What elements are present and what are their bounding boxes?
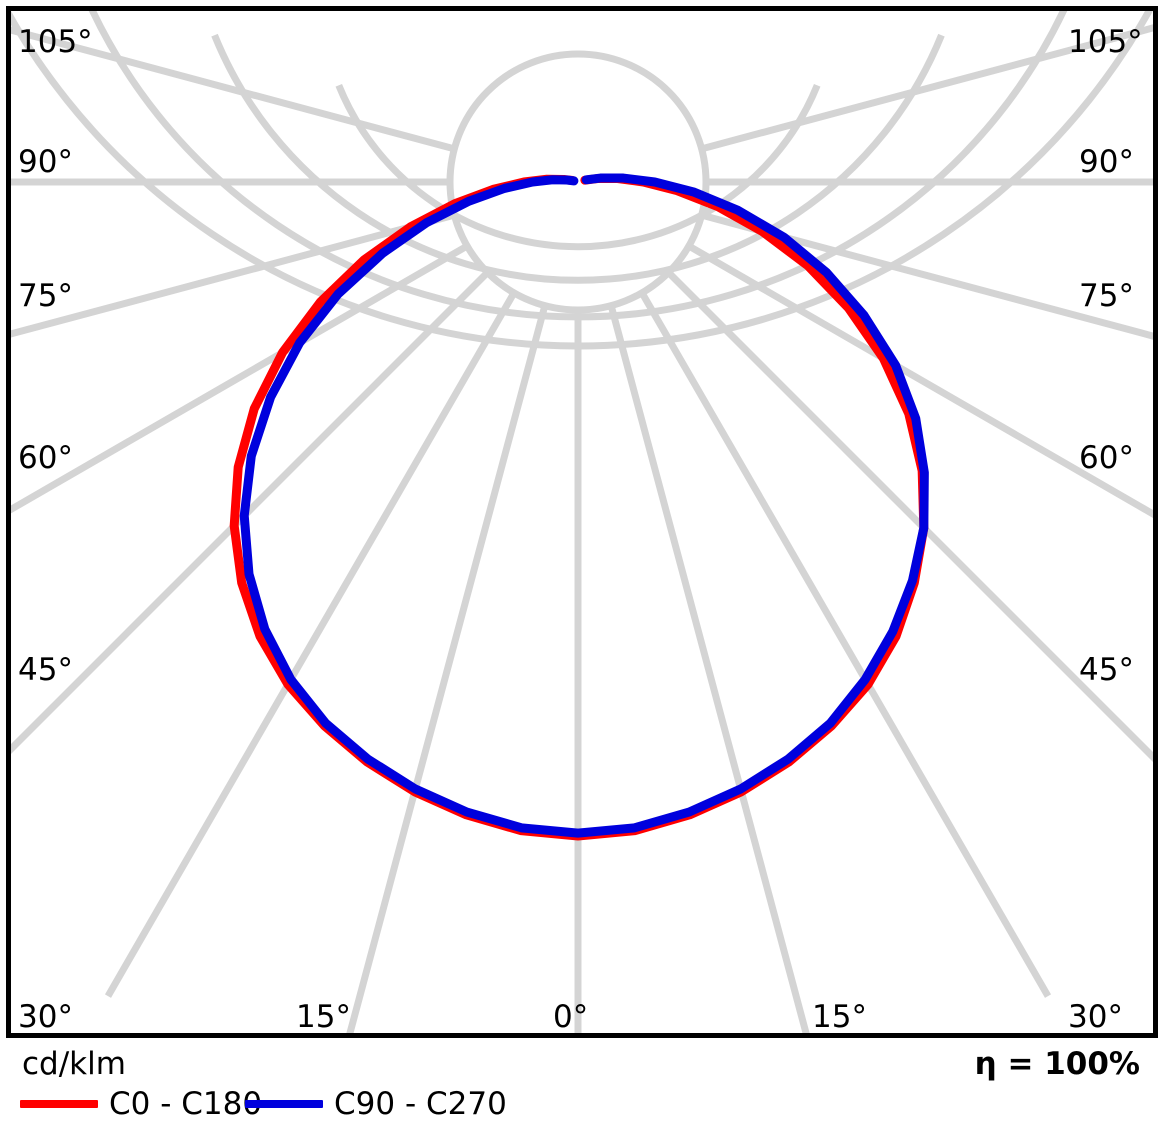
angle-label-bottom-1: 0° [553,999,589,1035]
grid-ring-1 [335,84,821,251]
angle-label-right-2: 75° [1079,278,1134,314]
grid-spoke-60 [687,242,1153,519]
unit-label: cd/klm [22,1046,126,1082]
angle-label-right-3: 60° [1079,440,1134,476]
angle-label-bottom-0: 15° [296,999,351,1035]
angle-label-right-4: 45° [1079,652,1134,688]
intensity-curves [229,173,929,841]
angle-label-left-2: 75° [18,278,73,314]
angle-label-left-0: 105° [18,24,93,60]
grid-spoke-15 [607,304,810,1033]
curve-c90-c270 [239,173,929,838]
grid-spoke--30 [104,291,518,998]
grid-spoke--15 [346,304,549,1033]
polar-grid [11,11,1153,1033]
legend-label-c0-c180: C0 - C180 [109,1085,263,1122]
angle-label-left-5: 30° [18,999,73,1035]
angle-label-bottom-2: 15° [812,999,867,1035]
grid-spoke--60 [11,242,469,514]
efficiency-label: η = 100% [974,1046,1140,1082]
legend-item-c90-c270: C90 - C270 [245,1086,507,1122]
chart-legend: cd/klm η = 100% C0 - C180 C90 - C270 [0,1038,1164,1140]
grid-spoke--105 [11,26,456,153]
polar-plot-frame [6,6,1158,1038]
grid-spoke--45 [11,270,490,754]
angle-label-right-0: 105° [1068,24,1143,60]
grid-spoke-45 [666,270,1153,762]
angle-label-left-4: 45° [18,652,73,688]
angle-label-left-3: 60° [18,440,73,476]
grid-spoke-105 [700,24,1153,153]
grid-ring-3 [88,11,1068,321]
legend-swatch-blue [245,1100,323,1108]
angle-label-right-1: 90° [1079,144,1134,180]
angle-label-left-1: 90° [18,144,73,180]
grid-ring-4 [11,11,1153,350]
polar-plot-canvas [11,11,1153,1033]
legend-item-c0-c180: C0 - C180 [20,1086,262,1122]
legend-label-c90-c270: C90 - C270 [334,1085,507,1122]
legend-swatch-red [20,1100,98,1108]
grid-ring-2 [211,33,945,284]
angle-label-right-5: 30° [1068,999,1123,1035]
grid-spoke-30 [638,291,1052,998]
grid-ring-0 [446,50,710,314]
